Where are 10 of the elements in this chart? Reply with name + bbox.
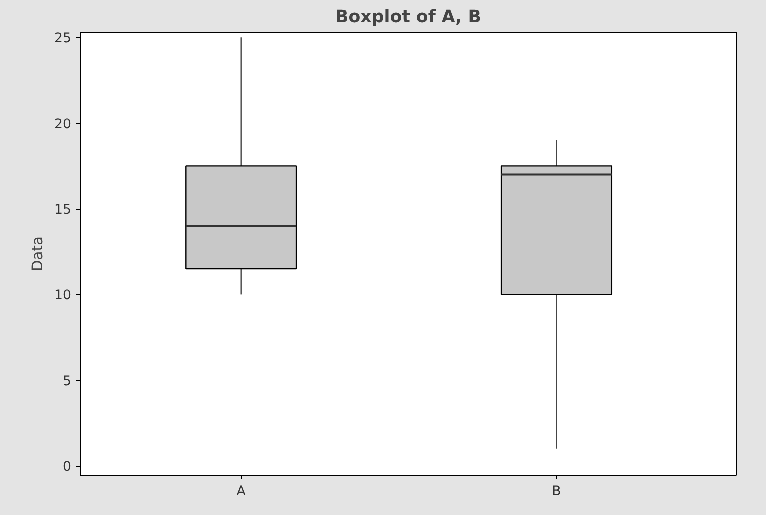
x-tick-label: A [236, 484, 246, 500]
y-tick-label: 15 [54, 203, 72, 218]
y-axis-title: Data [30, 236, 47, 272]
chart-title: Boxplot of A, B [336, 8, 482, 28]
y-tick-label: 20 [54, 117, 72, 132]
y-tick-label: 0 [63, 460, 72, 476]
y-tick-label: 10 [54, 288, 72, 304]
x-tick-label: B [552, 484, 562, 500]
y-tick-label: 5 [63, 374, 72, 390]
y-tick-label: 25 [54, 32, 72, 47]
